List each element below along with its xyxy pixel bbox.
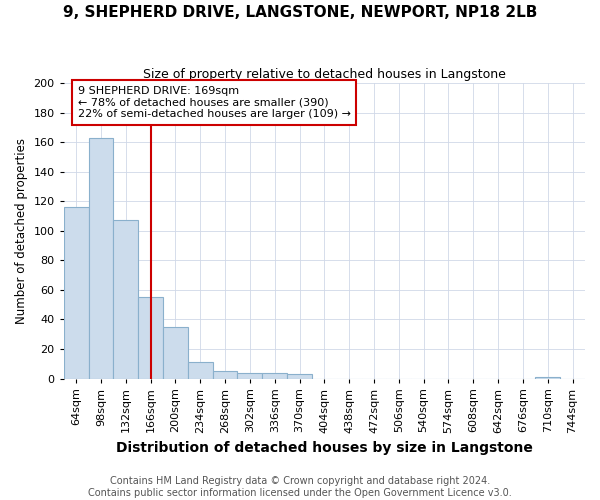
Title: Size of property relative to detached houses in Langstone: Size of property relative to detached ho… xyxy=(143,68,506,80)
Bar xyxy=(287,374,312,378)
X-axis label: Distribution of detached houses by size in Langstone: Distribution of detached houses by size … xyxy=(116,441,533,455)
Text: 9 SHEPHERD DRIVE: 169sqm
← 78% of detached houses are smaller (390)
22% of semi-: 9 SHEPHERD DRIVE: 169sqm ← 78% of detach… xyxy=(77,86,350,119)
Bar xyxy=(535,377,560,378)
Bar xyxy=(188,362,212,378)
Y-axis label: Number of detached properties: Number of detached properties xyxy=(15,138,28,324)
Bar xyxy=(163,327,188,378)
Bar xyxy=(262,372,287,378)
Bar xyxy=(64,207,89,378)
Bar xyxy=(113,220,138,378)
Bar xyxy=(238,372,262,378)
Text: 9, SHEPHERD DRIVE, LANGSTONE, NEWPORT, NP18 2LB: 9, SHEPHERD DRIVE, LANGSTONE, NEWPORT, N… xyxy=(63,5,537,20)
Bar xyxy=(212,371,238,378)
Bar xyxy=(89,138,113,378)
Bar xyxy=(138,298,163,378)
Text: Contains HM Land Registry data © Crown copyright and database right 2024.
Contai: Contains HM Land Registry data © Crown c… xyxy=(88,476,512,498)
